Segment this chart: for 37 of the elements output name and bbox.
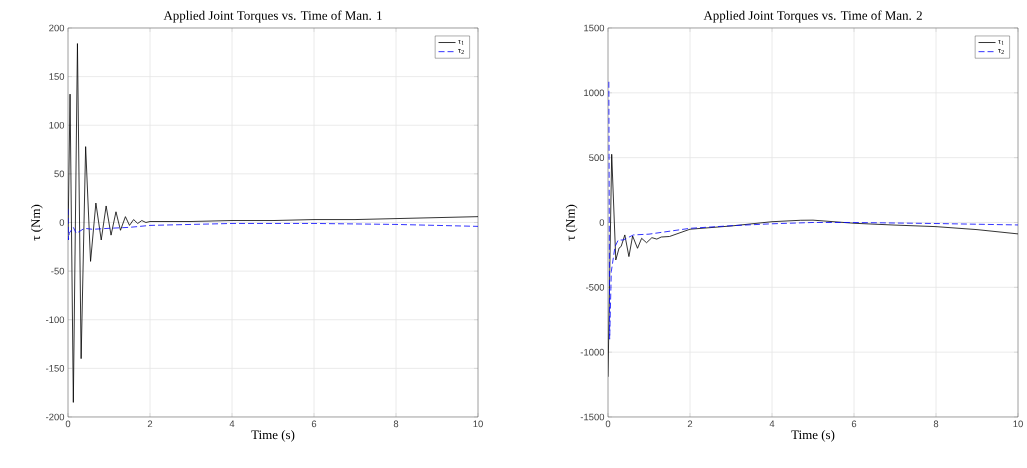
line-series — [608, 153, 1019, 378]
x-axis-title: Time (s) — [251, 430, 295, 442]
x-tick-label: 8 — [393, 420, 399, 428]
line-series — [68, 208, 479, 241]
x-axis-title: Time (s) — [791, 430, 835, 442]
x-tick-label: 6 — [851, 420, 857, 428]
x-tick-label: 8 — [933, 420, 939, 428]
y-tick-label: 1500 — [584, 24, 605, 32]
y-tick-label: -1500 — [580, 413, 605, 421]
line-series — [608, 81, 1019, 340]
x-tick-label: 10 — [473, 420, 483, 428]
y-axis-title: τ (Nm) — [565, 204, 578, 241]
x-tick-label: 4 — [229, 420, 235, 428]
y-tick-label: -200 — [45, 413, 65, 421]
x-tick-label: 2 — [147, 420, 153, 428]
x-tick-label: 6 — [311, 420, 317, 428]
y-tick-label: 1000 — [584, 89, 605, 97]
chart-title: Applied Joint Torques vs. Time of Man. 1 — [163, 10, 382, 23]
y-tick-label: -50 — [51, 267, 65, 275]
x-tick-label: 10 — [1013, 420, 1023, 428]
y-tick-label: 0 — [599, 219, 605, 226]
y-tick-label: 200 — [49, 24, 65, 32]
x-tick-label: 2 — [687, 420, 693, 428]
x-tick-label: 4 — [769, 420, 775, 428]
y-tick-label: 100 — [49, 121, 65, 129]
y-tick-label: -1000 — [580, 348, 605, 356]
y-tick-label: 150 — [49, 73, 65, 80]
y-tick-label: 0 — [59, 219, 65, 226]
y-tick-label: 50 — [54, 170, 65, 178]
x-tick-label: 0 — [605, 420, 611, 428]
chart-title: Applied Joint Torques vs. Time of Man. 2 — [703, 10, 922, 23]
y-tick-label: 500 — [589, 154, 605, 161]
y-tick-label: -500 — [585, 283, 605, 291]
x-tick-label: 0 — [65, 420, 71, 428]
y-axis-title: τ (Nm) — [30, 204, 43, 241]
y-tick-label: -150 — [45, 365, 65, 372]
y-tick-label: -100 — [45, 316, 65, 324]
